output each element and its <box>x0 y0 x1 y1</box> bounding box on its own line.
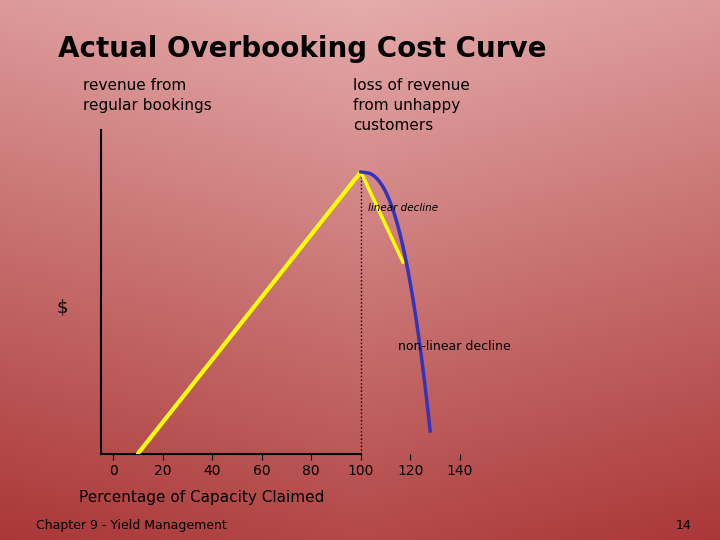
Text: 14: 14 <box>675 519 691 532</box>
Text: loss of revenue
from unhappy
customers: loss of revenue from unhappy customers <box>353 78 469 133</box>
Text: Actual Overbooking Cost Curve: Actual Overbooking Cost Curve <box>58 35 546 63</box>
Text: $: $ <box>56 299 68 317</box>
Text: non-linear decline: non-linear decline <box>398 340 510 353</box>
Text: Chapter 9 - Yield Management: Chapter 9 - Yield Management <box>36 519 227 532</box>
Text: Percentage of Capacity Claimed: Percentage of Capacity Claimed <box>79 490 324 505</box>
Text: linear decline: linear decline <box>368 204 438 213</box>
Text: revenue from
regular bookings: revenue from regular bookings <box>83 78 212 113</box>
